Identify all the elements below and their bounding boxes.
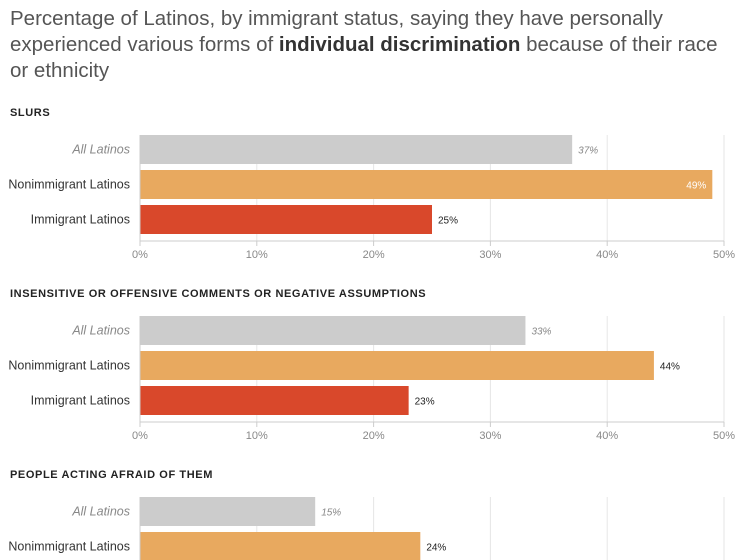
bar-immigrant-latinos [140, 386, 409, 415]
value-label-nonimmigrant-latinos: 24% [426, 543, 446, 554]
category-label-nonimmigrant-latinos: Nonimmigrant Latinos [8, 178, 130, 192]
bar-nonimmigrant-latinos [140, 351, 654, 380]
tick-label: 50% [713, 430, 735, 442]
category-label-all-latinos: All Latinos [71, 324, 130, 338]
tick-label: 20% [363, 249, 385, 261]
category-label-immigrant-latinos: Immigrant Latinos [31, 394, 130, 408]
category-label-nonimmigrant-latinos: Nonimmigrant Latinos [8, 359, 130, 373]
chart-title-bold: individual discrimination [278, 33, 521, 56]
tick-label: 10% [246, 430, 268, 442]
bar-all-latinos [140, 497, 316, 526]
bar-all-latinos [140, 316, 526, 345]
value-label-all-latinos: 37% [578, 146, 598, 157]
tick-label: 30% [479, 249, 501, 261]
category-label-nonimmigrant-latinos: Nonimmigrant Latinos [8, 540, 130, 554]
tick-label: 0% [132, 430, 148, 442]
tick-label: 30% [479, 430, 501, 442]
chart-title-part1: Percentage of Latinos, by immigrant stat… [10, 7, 663, 56]
chart-title: Percentage of Latinos, by immigrant stat… [10, 6, 740, 84]
tick-label: 40% [596, 430, 618, 442]
bar-immigrant-latinos [140, 205, 432, 234]
value-label-immigrant-latinos: 23% [415, 397, 435, 408]
tick-label: 50% [713, 249, 735, 261]
bar-nonimmigrant-latinos [140, 532, 421, 560]
section-title-1: SLURS [10, 107, 50, 119]
tick-label: 0% [132, 249, 148, 261]
value-label-nonimmigrant-latinos: 49% [686, 181, 706, 192]
category-label-all-latinos: All Latinos [71, 505, 130, 519]
bar-all-latinos [140, 135, 573, 164]
value-label-all-latinos: 33% [531, 327, 551, 338]
bar-nonimmigrant-latinos [140, 170, 713, 199]
category-label-all-latinos: All Latinos [71, 143, 130, 157]
tick-label: 10% [246, 249, 268, 261]
value-label-all-latinos: 15% [321, 508, 341, 519]
section-title-3: PEOPLE ACTING AFRAID OF THEM [10, 469, 213, 481]
tick-label: 20% [363, 430, 385, 442]
category-label-immigrant-latinos: Immigrant Latinos [31, 213, 130, 227]
value-label-nonimmigrant-latinos: 44% [660, 362, 680, 373]
chart-title-part2: because of their race or ethnicity [10, 33, 718, 82]
tick-label: 40% [596, 249, 618, 261]
section-title-2: INSENSITIVE OR OFFENSIVE COMMENTS OR NEG… [10, 288, 426, 300]
value-label-immigrant-latinos: 25% [438, 216, 458, 227]
